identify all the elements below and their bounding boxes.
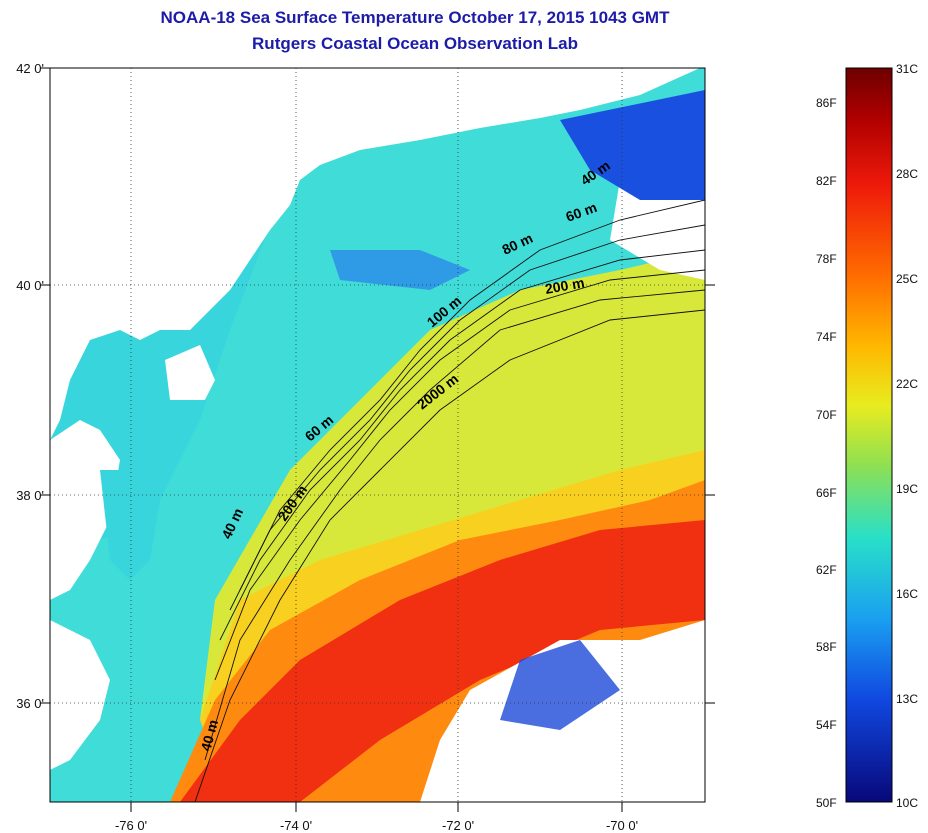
colorbar-f-label: 74F: [816, 330, 837, 344]
colorbar-c-label: 16C: [896, 587, 919, 601]
chesapeake-bay: [100, 470, 160, 580]
map-subtitle: Rutgers Coastal Ocean Observation Lab: [252, 34, 578, 53]
cold-patch-south: [500, 640, 620, 730]
colorbar-f-label: 70F: [816, 408, 837, 422]
colorbar-f-label: 54F: [816, 718, 837, 732]
land-north: [50, 68, 700, 440]
lat-label: 42 0': [16, 61, 44, 76]
colorbar-c-label: 19C: [896, 482, 919, 496]
isobath-60m: [229, 224, 705, 611]
isobath-2000m: [194, 309, 705, 802]
lat-label: 36 0': [16, 696, 44, 711]
colorbar-c-label: 25C: [896, 272, 919, 286]
map-frame: [49, 67, 706, 803]
colorbar-f-label: 62F: [816, 563, 837, 577]
gulf-stream-core: [180, 520, 705, 802]
colorbar-f-label: 78F: [816, 252, 837, 266]
cool-patch: [330, 250, 470, 290]
colorbar-f-label: 50F: [816, 796, 837, 810]
lon-label: -72 0': [441, 818, 475, 833]
isobath-100m: [214, 269, 705, 681]
lon-label: -76 0': [114, 818, 148, 833]
depth-label: 200 m: [544, 274, 586, 297]
colorbar-f-label: 66F: [816, 486, 837, 500]
land-south: [50, 420, 120, 600]
lat-label: 38 0': [16, 488, 44, 503]
colorbar-f-label: 82F: [816, 174, 837, 188]
depth-label: 40 m: [197, 718, 221, 753]
lon-label: -70 0': [605, 818, 639, 833]
isobath-40m: [239, 199, 705, 591]
colorbar-c-label: 31C: [896, 62, 919, 76]
colorbar-f-label: 58F: [816, 640, 837, 654]
cold-water-north: [560, 90, 705, 200]
lon-label: -74 0': [279, 818, 313, 833]
delaware-bay-land: [165, 345, 215, 400]
isobath-200m: [204, 289, 705, 761]
lat-label: 40 0': [16, 278, 44, 293]
land-southern: [50, 620, 110, 770]
colorbar-c-label: 10C: [896, 796, 919, 810]
map-title: NOAA-18 Sea Surface Temperature October …: [160, 8, 670, 27]
isobath-80m: [219, 249, 705, 641]
colorbar-c-label: 22C: [896, 377, 919, 391]
map-ticks: [40, 67, 715, 812]
colorbar: [845, 67, 893, 803]
colorbar-c-label: 13C: [896, 692, 919, 706]
colorbar-c-label: 28C: [896, 167, 919, 181]
colorbar-f-label: 86F: [816, 96, 837, 110]
